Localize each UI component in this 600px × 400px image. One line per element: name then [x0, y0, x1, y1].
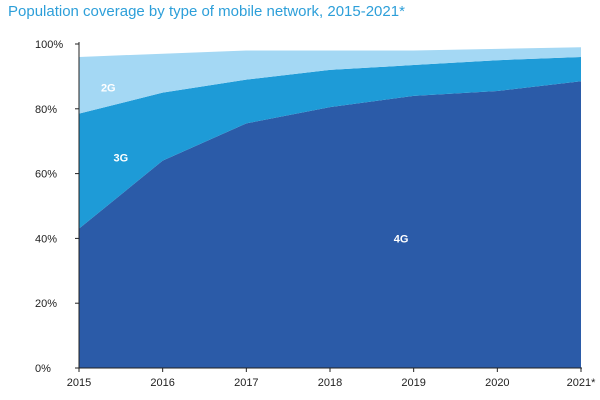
chart-title: Population coverage by type of mobile ne…	[8, 3, 405, 20]
y-tick-label: 0%	[35, 363, 51, 375]
area-3g	[79, 56, 581, 229]
x-tick-label: 2021*	[567, 377, 596, 389]
series-label-2g: 2G	[101, 83, 116, 95]
y-tick-label: 100%	[35, 39, 63, 51]
y-tick-label: 20%	[35, 298, 57, 310]
x-tick-label: 2015	[67, 377, 91, 389]
y-tick-label: 60%	[35, 169, 57, 181]
x-tick-label: 2016	[150, 377, 174, 389]
x-tick-label: 2020	[485, 377, 509, 389]
y-tick-label: 40%	[35, 233, 57, 245]
area-2g	[79, 47, 581, 114]
series-label-4g: 4G	[394, 233, 409, 245]
series-label-3g: 3G	[113, 152, 128, 164]
y-tick-label: 80%	[35, 104, 57, 116]
x-tick-label: 2017	[234, 377, 258, 389]
x-tick-label: 2019	[401, 377, 425, 389]
x-tick-label: 2018	[318, 377, 342, 389]
area-4g	[79, 81, 581, 368]
